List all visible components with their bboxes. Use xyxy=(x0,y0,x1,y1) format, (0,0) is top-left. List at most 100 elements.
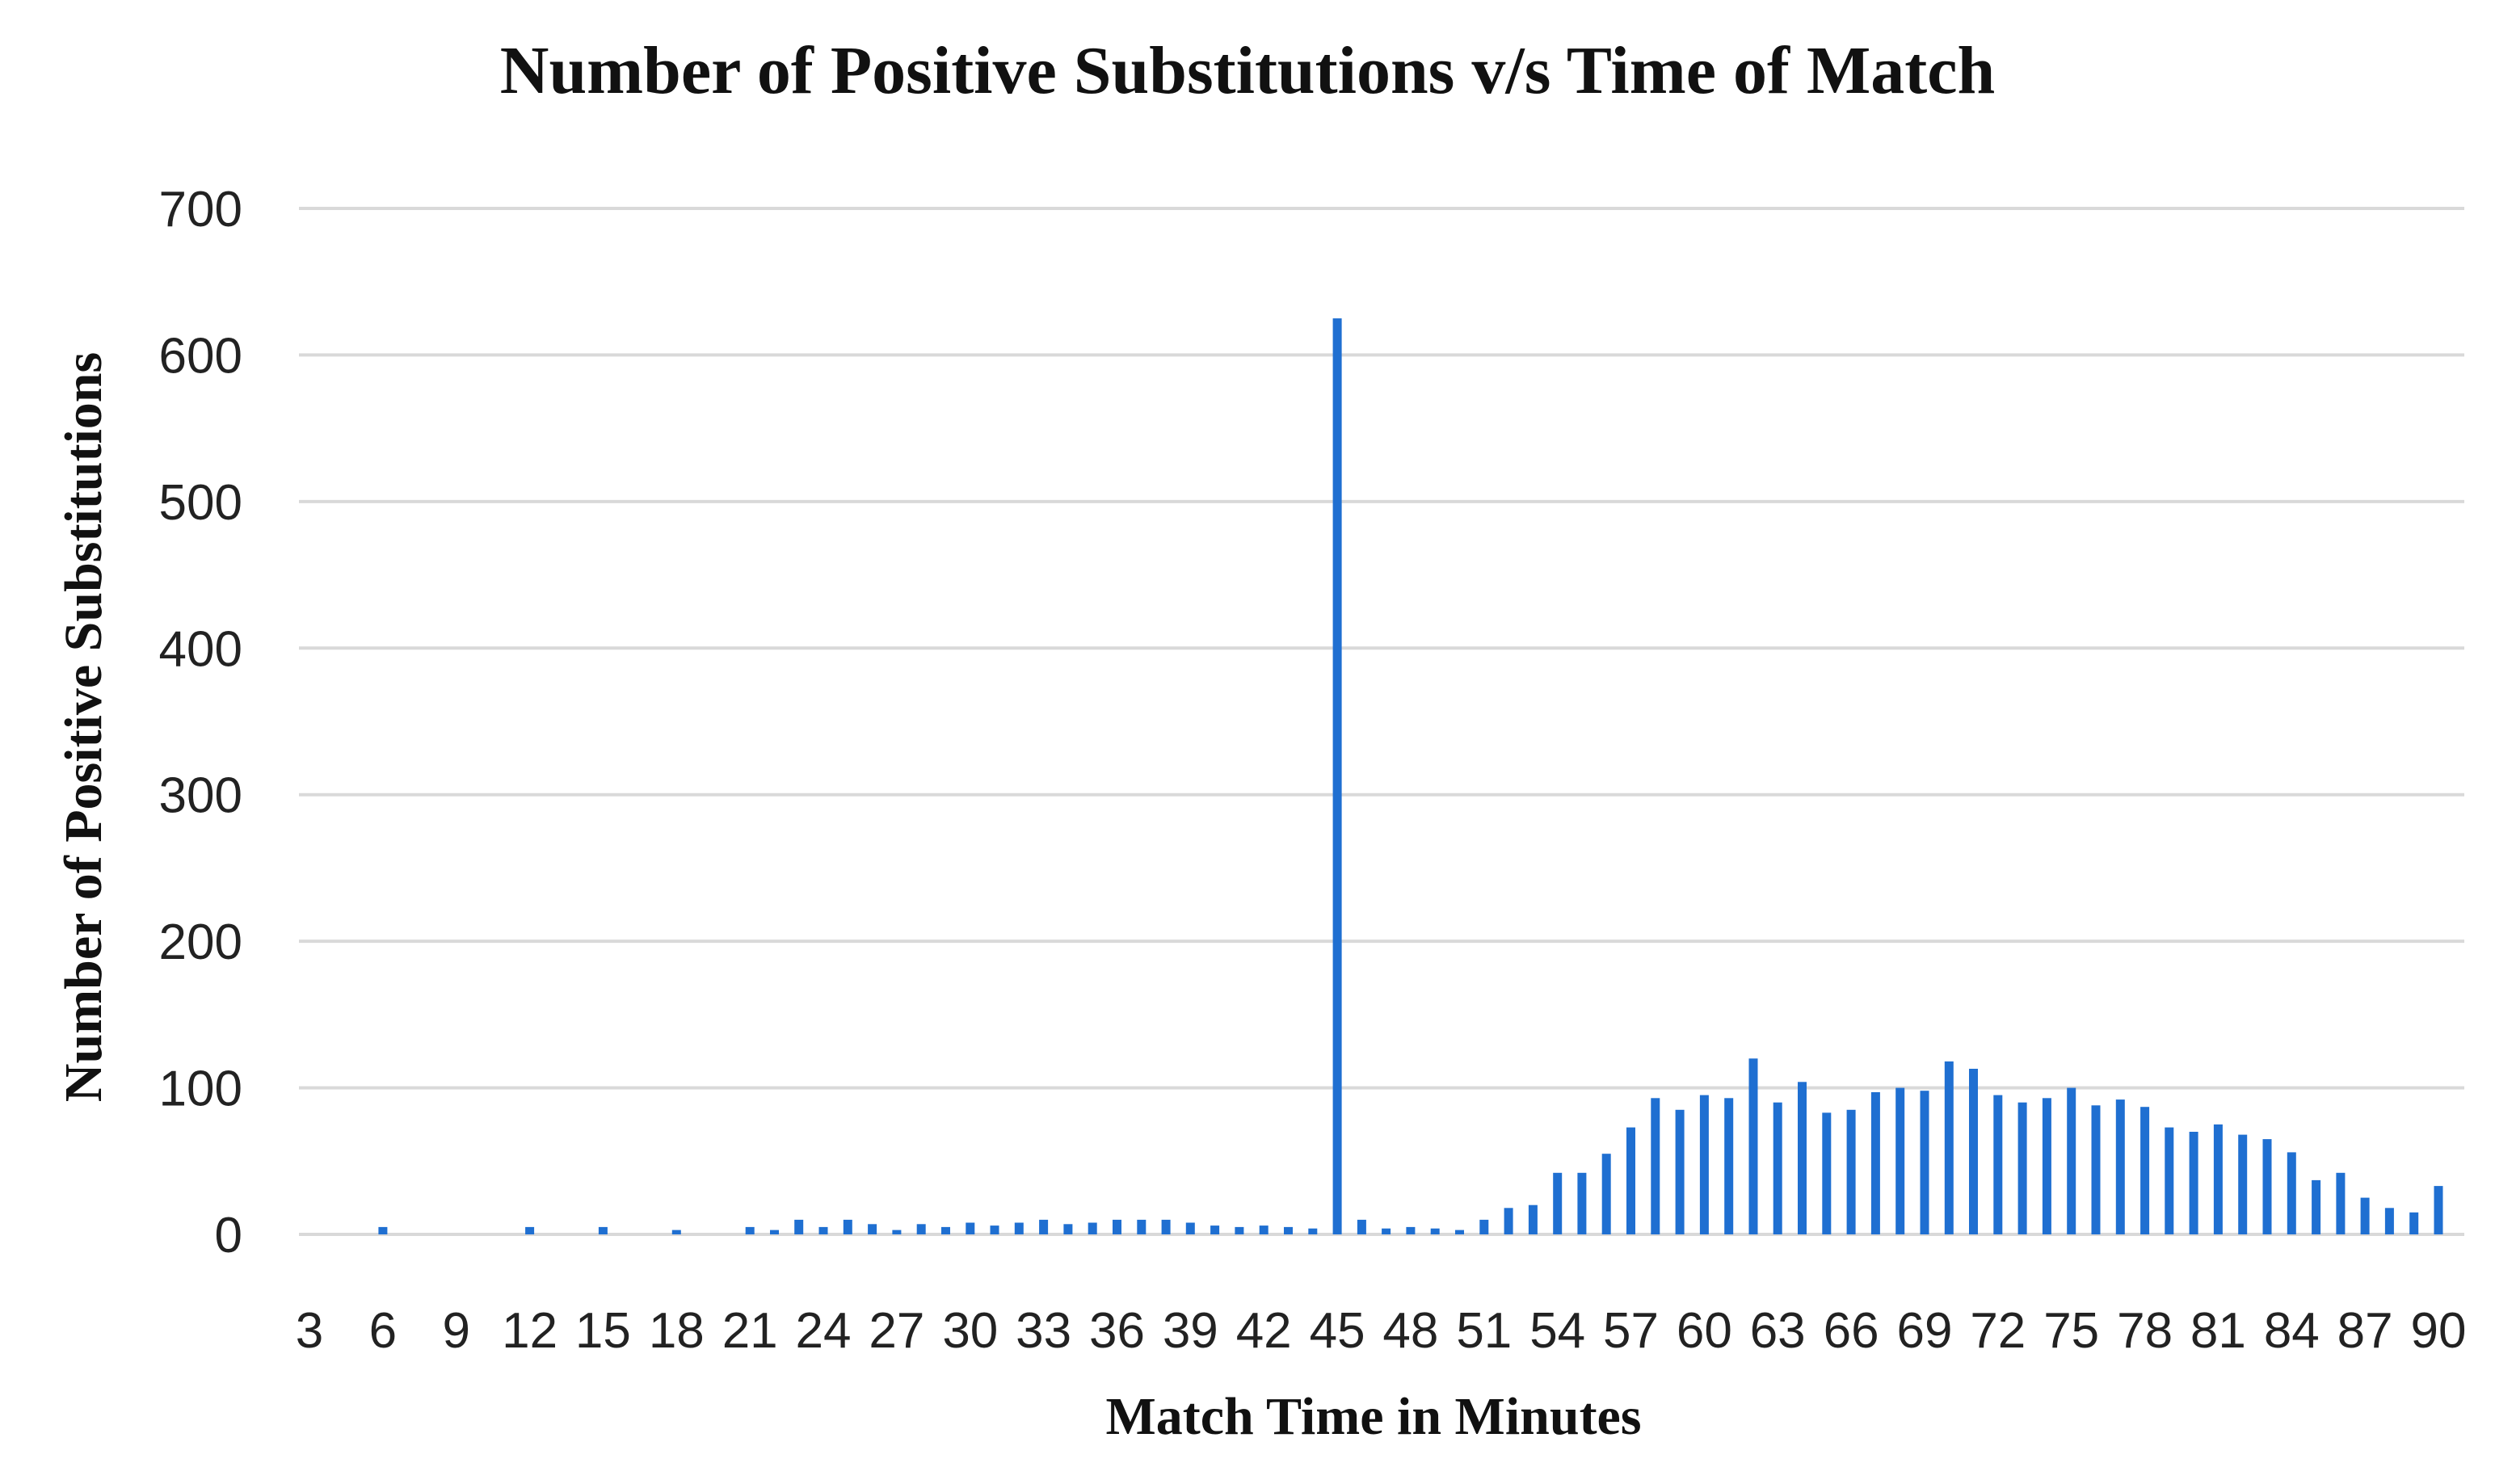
bar-minute-58 xyxy=(1651,1098,1660,1234)
bar-minute-12 xyxy=(525,1226,535,1234)
x-tick-label: 72 xyxy=(1970,1303,2026,1359)
bar-minute-64 xyxy=(1798,1082,1807,1234)
y-tick-label: 600 xyxy=(159,328,242,384)
bar-minute-63 xyxy=(1773,1102,1782,1234)
bar-minute-49 xyxy=(1430,1228,1440,1234)
bar-minute-42 xyxy=(1259,1225,1269,1234)
bar-minute-23 xyxy=(794,1219,804,1234)
x-tick-label: 21 xyxy=(722,1303,778,1359)
bar-minute-32 xyxy=(1014,1222,1024,1234)
bar-minute-62 xyxy=(1748,1058,1758,1234)
bar-minute-86 xyxy=(2336,1172,2346,1234)
bar-minute-43 xyxy=(1284,1226,1293,1234)
bar-minute-50 xyxy=(1455,1230,1464,1234)
bar-minute-54 xyxy=(1553,1172,1563,1234)
chart-title: Number of Positive Substitutions v/s Tim… xyxy=(500,33,1995,108)
x-tick-label: 39 xyxy=(1163,1303,1218,1359)
bar-minute-77 xyxy=(2115,1099,2125,1234)
bar-minute-56 xyxy=(1601,1154,1611,1234)
bar-minute-72 xyxy=(1993,1095,2003,1234)
bar-minute-59 xyxy=(1675,1109,1685,1234)
bar-minute-78 xyxy=(2140,1107,2150,1234)
y-tick-label: 200 xyxy=(159,914,242,970)
bar-minute-79 xyxy=(2165,1127,2174,1234)
bar-minute-82 xyxy=(2238,1134,2248,1234)
x-tick-label: 75 xyxy=(2043,1303,2099,1359)
bar-minute-75 xyxy=(2067,1087,2076,1234)
x-tick-label: 12 xyxy=(502,1303,557,1359)
bar-minute-41 xyxy=(1235,1226,1244,1234)
bar-minute-74 xyxy=(2042,1098,2051,1234)
bar-minute-85 xyxy=(2312,1179,2321,1234)
bar-minute-46 xyxy=(1357,1219,1366,1234)
x-tick-label: 36 xyxy=(1089,1303,1145,1359)
x-tick-label: 90 xyxy=(2411,1303,2467,1359)
x-tick-label: 54 xyxy=(1529,1303,1585,1359)
bar-minute-69 xyxy=(1920,1091,1929,1234)
x-tick-label: 45 xyxy=(1310,1303,1365,1359)
bar-minute-37 xyxy=(1137,1219,1147,1234)
x-tick-label: 42 xyxy=(1236,1303,1292,1359)
y-tick-label: 500 xyxy=(159,475,242,531)
bar-minute-26 xyxy=(868,1224,877,1234)
bar-minute-55 xyxy=(1577,1172,1587,1234)
x-tick-label: 81 xyxy=(2190,1303,2246,1359)
x-tick-label: 18 xyxy=(649,1303,705,1359)
y-tick-label: 300 xyxy=(159,768,242,824)
bar-minute-52 xyxy=(1504,1208,1513,1234)
x-axis-title: Match Time in Minutes xyxy=(1105,1387,1641,1446)
x-tick-label: 3 xyxy=(296,1303,323,1359)
bar-minute-39 xyxy=(1185,1222,1195,1234)
y-tick-label: 100 xyxy=(159,1062,242,1117)
bar-minute-35 xyxy=(1088,1222,1097,1234)
x-tick-label: 69 xyxy=(1897,1303,1953,1359)
x-tick-label: 24 xyxy=(796,1303,852,1359)
bar-minute-84 xyxy=(2287,1152,2296,1234)
bar-minute-61 xyxy=(1724,1098,1734,1234)
y-tick-label: 400 xyxy=(159,621,242,677)
bar-minute-47 xyxy=(1382,1228,1391,1234)
x-axis-ticks: 3 6 9 12 15 18 21 24 27 30 33 36 39 42 45 48 51 54 57 60 63 6… xyxy=(296,1303,2467,1359)
bars xyxy=(378,318,2443,1235)
bar-minute-6 xyxy=(378,1226,388,1234)
bar-minute-30 xyxy=(966,1222,975,1234)
bar-minute-73 xyxy=(2017,1102,2027,1234)
x-tick-label: 51 xyxy=(1456,1303,1512,1359)
bar-minute-53 xyxy=(1528,1204,1538,1234)
bar-minute-15 xyxy=(598,1226,608,1234)
gridlines xyxy=(299,207,2464,1236)
x-tick-label: 60 xyxy=(1677,1303,1732,1359)
bar-minute-27 xyxy=(892,1230,902,1234)
x-tick-label: 9 xyxy=(442,1303,469,1359)
bar-minute-67 xyxy=(1870,1092,1880,1234)
bar-minute-60 xyxy=(1699,1095,1709,1234)
y-axis-title: Number of Positive Substitutions xyxy=(54,352,113,1102)
x-tick-label: 33 xyxy=(1016,1303,1071,1359)
bar-minute-81 xyxy=(2213,1124,2223,1234)
bar-minute-70 xyxy=(1944,1061,1954,1234)
y-tick-label: 700 xyxy=(159,182,242,238)
x-tick-label: 84 xyxy=(2264,1303,2320,1359)
bar-minute-22 xyxy=(770,1230,779,1234)
bar-minute-83 xyxy=(2262,1139,2272,1234)
bar-minute-45 xyxy=(1332,318,1342,1235)
bar-minute-33 xyxy=(1039,1219,1049,1234)
bar-minute-48 xyxy=(1406,1226,1416,1234)
x-tick-label: 63 xyxy=(1750,1303,1806,1359)
x-tick-label: 15 xyxy=(575,1303,631,1359)
x-tick-label: 27 xyxy=(869,1303,924,1359)
bar-minute-38 xyxy=(1161,1219,1171,1234)
bar-minute-80 xyxy=(2189,1132,2198,1234)
bar-minute-44 xyxy=(1308,1228,1318,1234)
x-tick-label: 66 xyxy=(1824,1303,1879,1359)
y-tick-label: 0 xyxy=(215,1208,242,1263)
bar-minute-28 xyxy=(916,1224,926,1234)
bar-minute-66 xyxy=(1846,1109,1856,1234)
bar-minute-29 xyxy=(941,1226,950,1234)
bar-minute-68 xyxy=(1895,1087,1905,1234)
x-tick-label: 30 xyxy=(942,1303,998,1359)
bar-minute-87 xyxy=(2360,1197,2370,1234)
bar-minute-18 xyxy=(671,1230,681,1234)
bar-minute-21 xyxy=(745,1226,755,1234)
